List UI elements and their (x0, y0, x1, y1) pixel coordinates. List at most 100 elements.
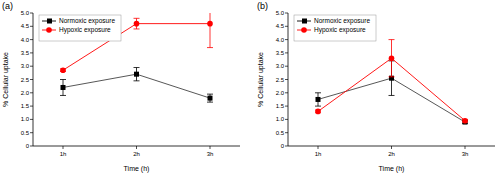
y-tick (285, 146, 288, 147)
y-tick (30, 106, 33, 107)
marker (315, 109, 321, 115)
x-tick (63, 146, 64, 149)
x-tick-label: 2h (388, 151, 395, 157)
y-axis-label: % Cellular uptake (257, 52, 265, 107)
legend-label: Hypoxic exposure (59, 26, 111, 34)
y-tick (285, 52, 288, 53)
y-tick (285, 13, 288, 14)
plot-data (315, 40, 468, 125)
x-tick-label: 2h (133, 151, 140, 157)
x-tick-label: 3h (462, 151, 469, 157)
error-cap (315, 92, 321, 93)
panel: (a)00.51.01.52.02.53.03.54.04.55.01h2h3h… (2, 0, 240, 173)
legend: Normoxic exposureHypoxic exposure (39, 15, 121, 41)
y-tick-label: 0 (281, 143, 285, 149)
marker (60, 67, 66, 73)
y-tick (285, 132, 288, 133)
panel-title: (a) (2, 1, 13, 11)
marker (207, 21, 213, 27)
y-tick-label: 2.0 (276, 90, 285, 96)
y-tick (30, 66, 33, 67)
y-tick-label: 2.5 (21, 77, 30, 83)
y-tick (30, 119, 33, 120)
x-tick-label: 3h (207, 151, 214, 157)
legend-marker (302, 19, 307, 24)
x-axis-label: Time (h) (379, 165, 405, 173)
error-cap (134, 80, 140, 81)
y-tick (285, 66, 288, 67)
y-tick (30, 52, 33, 53)
error-cap (389, 76, 395, 77)
x-tick-label: 1h (315, 151, 322, 157)
y-tick (285, 79, 288, 80)
error-bar (315, 93, 321, 106)
legend-box (39, 15, 121, 41)
y-tick (285, 39, 288, 40)
y-tick (285, 26, 288, 27)
y-tick-label: 5.0 (21, 10, 30, 16)
y-tick (285, 92, 288, 93)
x-tick (465, 146, 466, 149)
y-tick-label: 2.5 (276, 77, 285, 83)
y-axis-label: % Cellular uptake (2, 52, 10, 107)
y-tick-label: 1.0 (21, 116, 30, 122)
legend-marker (46, 27, 52, 33)
panel: (b)00.51.01.52.02.53.03.54.04.55.01h2h3h… (257, 1, 495, 173)
y-tick-label: 2.0 (21, 90, 30, 96)
y-tick-label: 3.5 (21, 50, 30, 56)
error-cap (134, 18, 140, 19)
x-tick (136, 146, 137, 149)
y-tick-label: 3.0 (21, 63, 30, 69)
y-tick (30, 79, 33, 80)
y-tick-label: 0.5 (21, 130, 30, 136)
error-bar (207, 94, 213, 102)
marker (316, 97, 321, 102)
error-cap (60, 79, 66, 80)
y-tick-label: 1.5 (21, 103, 30, 109)
legend: Normoxic exposureHypoxic exposure (294, 15, 376, 41)
marker (208, 96, 213, 101)
y-tick (30, 146, 33, 147)
y-tick (285, 119, 288, 120)
error-cap (389, 95, 395, 96)
y-tick-label: 0.5 (276, 130, 285, 136)
marker (134, 72, 139, 77)
y-tick-label: 0 (26, 143, 30, 149)
y-tick-label: 1.5 (276, 103, 285, 109)
y-tick-label: 3.5 (276, 50, 285, 56)
x-tick-label: 1h (60, 151, 67, 157)
y-tick (30, 26, 33, 27)
marker (462, 118, 468, 124)
y-tick (285, 106, 288, 107)
legend-label: Normoxic exposure (314, 17, 370, 25)
error-bar (134, 18, 140, 29)
plot-data (60, 13, 213, 102)
panel-title: (b) (257, 1, 268, 11)
error-bar (60, 80, 66, 96)
error-bar (207, 13, 213, 48)
error-cap (389, 39, 395, 40)
error-cap (134, 67, 140, 68)
y-tick (30, 92, 33, 93)
y-tick-label: 3.0 (276, 63, 285, 69)
y-tick (30, 132, 33, 133)
legend-label: Normoxic exposure (59, 17, 115, 25)
error-cap (315, 106, 321, 107)
marker (134, 21, 140, 27)
error-cap (207, 47, 213, 48)
legend-marker (301, 27, 307, 33)
error-cap (207, 102, 213, 103)
y-tick-label: 4.0 (276, 37, 285, 43)
error-cap (134, 28, 140, 29)
y-tick-label: 1.0 (276, 116, 285, 122)
error-cap (60, 95, 66, 96)
error-stem (210, 13, 211, 48)
legend-label: Hypoxic exposure (314, 26, 366, 34)
y-tick-label: 4.5 (276, 23, 285, 29)
y-tick (30, 13, 33, 14)
x-tick (210, 146, 211, 149)
x-axis-label: Time (h) (124, 165, 150, 173)
figure: (a) 0 0.5 1.0 1.5 2.0 2.5 3.0 3.5 4.0 4.5 5.0 1h 2h 3h… (0, 0, 500, 175)
error-bar (389, 40, 395, 77)
error-bar (134, 68, 140, 81)
